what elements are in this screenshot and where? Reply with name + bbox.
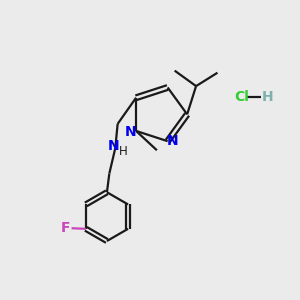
Text: F: F [60,221,70,235]
Text: H: H [262,89,273,103]
Text: N: N [125,125,136,140]
Text: N: N [108,139,120,153]
Text: H: H [119,145,128,158]
Text: Cl: Cl [235,89,250,103]
Text: N: N [167,134,179,148]
